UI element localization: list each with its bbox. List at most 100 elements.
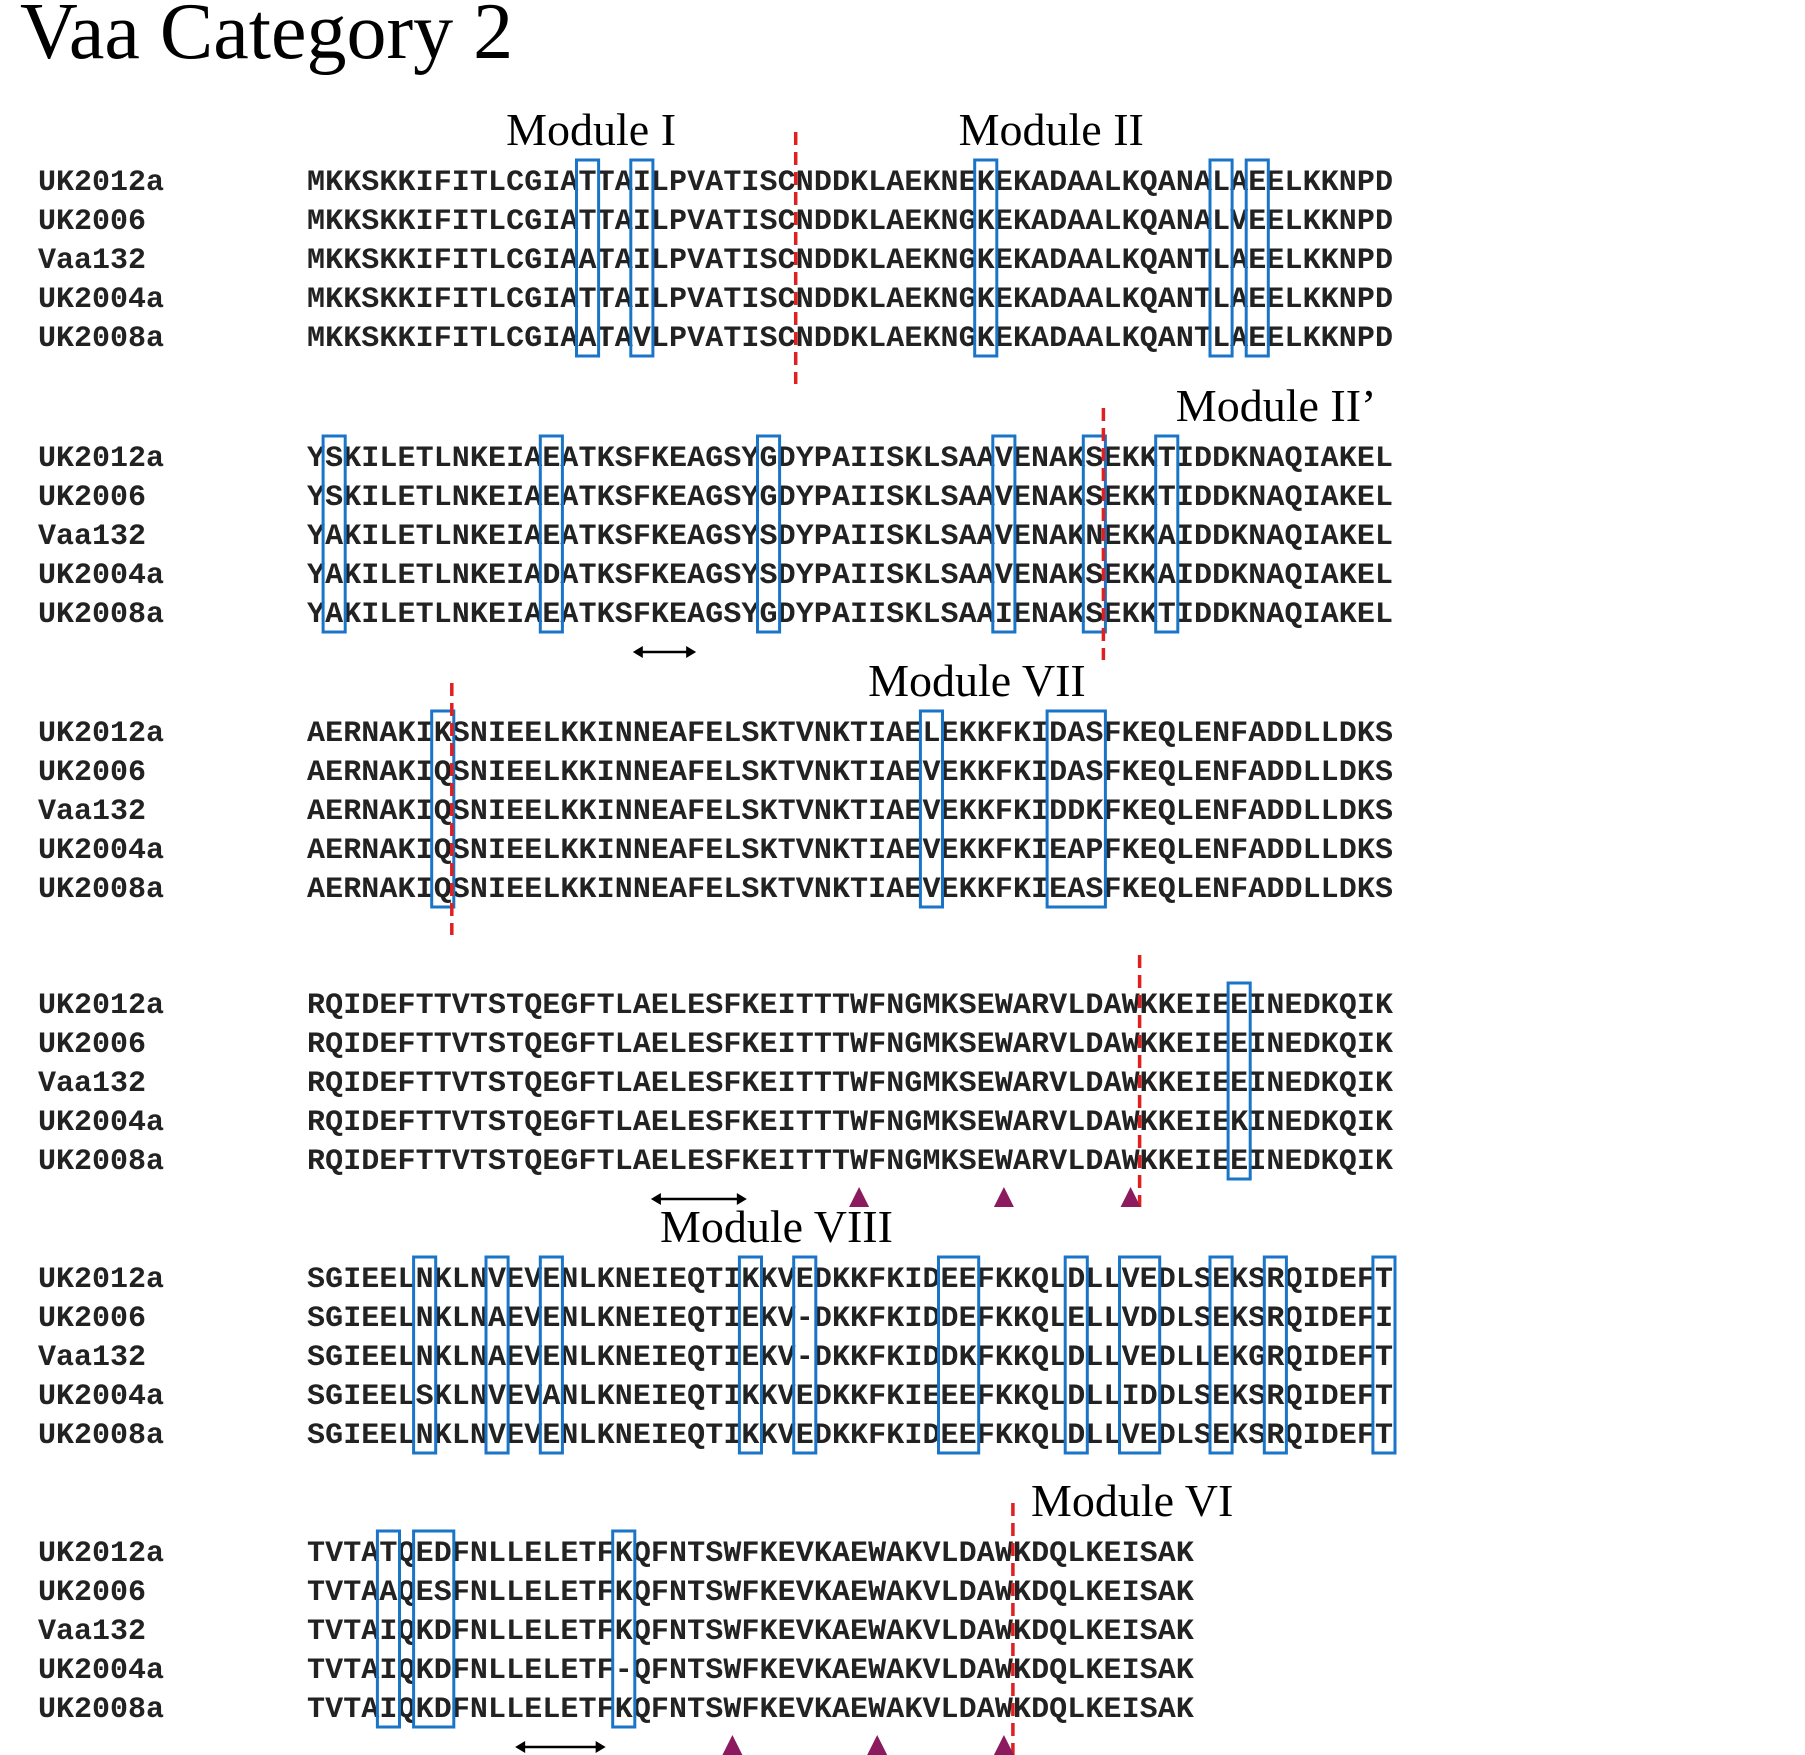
sequence-row: MKKSKKIFITLCGIATTAILPVATISCNDDKLAEKNGKEK… [307, 205, 1393, 239]
sequence-name: UK2006 [38, 1028, 146, 1062]
sequence-row: YAKILETLNKEIADATKSFKEAGSYSDYPAIISKLSAAVE… [307, 559, 1393, 593]
sequence-name: UK2012a [38, 989, 164, 1023]
variable-position-box [792, 1255, 818, 1455]
sequence-name: UK2006 [38, 1576, 146, 1610]
sequence-name: Vaa132 [38, 520, 146, 554]
sequence-row: MKKSKKIFITLCGIATTAILPVATISCNDDKLAEKNEKEK… [307, 166, 1393, 200]
double-arrow-icon [515, 1741, 606, 1753]
sequence-name: UK2012a [38, 442, 164, 476]
sequence-row: TVTAAQESFNLLELETFKQFNTSWFKEVKAEWAKVLDAWK… [307, 1576, 1194, 1610]
sequence-row: YAKILETLNKEIAEATKSFKEAGSYSDYPAIISKLSAAVE… [307, 520, 1393, 554]
variable-position-box [321, 434, 347, 634]
variable-position-box [538, 434, 564, 634]
sequence-name: UK2008a [38, 1145, 164, 1179]
variable-position-box [1208, 1255, 1234, 1455]
variable-position-box [918, 709, 945, 909]
sequence-name: UK2012a [38, 717, 164, 751]
sequence-row: TVTAIQKDFNLLELETFKQFNTSWFKEVKAEWAKVLDAWK… [307, 1615, 1194, 1649]
variable-position-box [412, 1529, 456, 1729]
sequence-row: TVTATQEDFNLLELETFKQFNTSWFKEVKAEWAKVLDAWK… [307, 1537, 1194, 1571]
sequence-name: UK2008a [38, 598, 164, 632]
sequence-name: UK2008a [38, 1693, 164, 1727]
variable-position-box [1063, 1255, 1089, 1455]
sequence-name: UK2008a [38, 1419, 164, 1453]
sequence-name: UK2006 [38, 205, 146, 239]
figure-title: Vaa Category 2 [20, 0, 513, 76]
sequence-row: MKKSKKIFITLCGIAATAILPVATISCNDDKLAEKNGKEK… [307, 244, 1393, 278]
triangle-marker-icon [867, 1735, 888, 1755]
double-arrow-icon [650, 1193, 747, 1205]
module-label: Module VIII [660, 1201, 893, 1252]
variable-position-box [1118, 1255, 1162, 1455]
sequence-name: UK2004a [38, 559, 164, 593]
sequence-row: AERNAKIQSNIEELKKINNEAFELSKTVNKTIAEVEKKFK… [307, 795, 1393, 829]
variable-position-box [1226, 981, 1252, 1181]
sequence-row: YAKILETLNKEIAEATKSFKEAGSYGDYPAIISKLSAAIE… [307, 598, 1393, 632]
variable-position-box [1208, 158, 1234, 358]
triangle-marker-icon [993, 1735, 1014, 1755]
sequence-name: UK2012a [38, 166, 164, 200]
variable-position-box [973, 158, 999, 358]
sequence-row: SGIEELNKLNVEVENLKNEIEQTIKKVEDKKFKIDEEFKK… [307, 1263, 1393, 1297]
variable-position-box [1045, 709, 1107, 909]
variable-position-box [937, 1255, 981, 1455]
variable-position-box [575, 158, 601, 358]
alignment-block: UK2012a RQIDEFTTVTSTQEGFTLAELESFKEITTTWFN… [38, 955, 1393, 1207]
sequence-name: Vaa132 [38, 795, 146, 829]
sequence-row: AERNAKIQSNIEELKKINNEAFELSKTVNKTIAEVEKKFK… [307, 873, 1393, 907]
module-label: Module I [506, 104, 676, 155]
sequence-row: TVTAIQKDFNLLELETFKQFNTSWFKEVKAEWAKVLDAWK… [307, 1693, 1194, 1727]
module-label: Module II’ [1176, 380, 1377, 431]
sequence-row: SGIEELNKLNVEVENLKNEIEQTIKKVEDKKFKIDEEFKK… [307, 1419, 1393, 1453]
sequence-name: UK2006 [38, 481, 146, 515]
variable-position-box [611, 1529, 637, 1729]
alignment-block: UK2012a AERNAKIKSNIEELKKINNEAFELSKTVNKTIA… [38, 655, 1393, 935]
sequence-row: YSKILETLNKEIAEATKSFKEAGSYGDYPAIISKLSAAVE… [307, 481, 1393, 515]
module-label: Module II [959, 104, 1144, 155]
variable-position-box [737, 1255, 764, 1455]
sequence-name: UK2012a [38, 1537, 164, 1571]
sequence-row: AERNAKIQSNIEELKKINNEAFELSKTVNKTIAEVEKKFK… [307, 834, 1393, 868]
sequence-name: UK2008a [38, 322, 164, 356]
sequence-row: RQIDEFTTVTSTQEGFTLAELESFKEITTTWFNGMKSEWA… [307, 1067, 1393, 1101]
sequence-name: Vaa132 [38, 1067, 146, 1101]
triangle-marker-icon [722, 1735, 743, 1755]
alignment-block: UK2012a TVTATQEDFNLLELETFKQFNTSWFKEVKAEWA… [38, 1475, 1233, 1755]
sequence-row: RQIDEFTTVTSTQEGFTLAELESFKEITTTWFNGMKSEWA… [307, 989, 1393, 1023]
sequence-row: TVTAIQKDFNLLELETF-QFNTSWFKEVKAEWAKVLDAWK… [307, 1654, 1194, 1688]
sequence-name: Vaa132 [38, 1341, 146, 1375]
sequence-name: UK2012a [38, 1263, 164, 1297]
variable-position-box [538, 1255, 564, 1455]
sequence-name: UK2004a [38, 834, 164, 868]
variable-position-box [430, 709, 456, 909]
triangle-marker-icon [849, 1187, 870, 1207]
sequence-row: RQIDEFTTVTSTQEGFTLAELESFKEITTTWFNGMKSEWA… [307, 1106, 1393, 1140]
sequence-row: YSKILETLNKEIAEATKSFKEAGSYGDYPAIISKLSAAVE… [307, 442, 1393, 476]
variable-position-box [484, 1255, 510, 1455]
sequence-row: AERNAKIQSNIEELKKINNEAFELSKTVNKTIAEVEKKFK… [307, 756, 1393, 790]
variable-position-box [1154, 434, 1180, 634]
sequence-name: UK2004a [38, 1106, 164, 1140]
alignment-block: UK2012a YSKILETLNKEIAEATKSFKEAGSYGDYPAIIS… [38, 380, 1393, 660]
double-arrow-icon [632, 646, 697, 658]
triangle-marker-icon [993, 1187, 1014, 1207]
variable-position-box [1244, 158, 1270, 358]
triangle-marker-icon [1120, 1187, 1141, 1207]
module-label: Module VII [868, 655, 1086, 706]
variable-position-box [1081, 434, 1107, 634]
sequence-name: Vaa132 [38, 1615, 146, 1649]
sequence-name: UK2008a [38, 873, 164, 907]
variable-position-box [756, 434, 782, 634]
sequence-name: UK2006 [38, 756, 146, 790]
alignment-block: UK2012a SGIEELNKLNVEVENLKNEIEQTIKKVEDKKFK… [38, 1201, 1397, 1455]
alignment-blocks: UK2012a MKKSKKIFITLCGIATTAILPVATISCNDDKLA… [38, 104, 1397, 1755]
alignment-block: UK2012a MKKSKKIFITLCGIATTAILPVATISCNDDKLA… [38, 104, 1393, 384]
sequence-row: SGIEELNKLNAEVENLKNEIEQTIEKV-DKKFKIDDKFKK… [307, 1341, 1393, 1375]
sequence-row: SGIEELSKLNVEVANLKNEIEQTIKKVEDKKFKIEEEFKK… [307, 1380, 1393, 1414]
sequence-name: UK2004a [38, 1654, 164, 1688]
variable-position-box [1262, 1255, 1288, 1455]
sequence-name: UK2004a [38, 1380, 164, 1414]
sequence-row: MKKSKKIFITLCGIATTAILPVATISCNDDKLAEKNGKEK… [307, 283, 1393, 317]
variable-position-box [991, 434, 1017, 634]
